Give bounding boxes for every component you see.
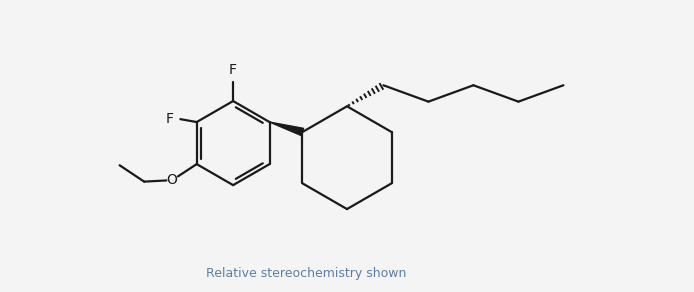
Polygon shape xyxy=(269,122,303,135)
Text: Relative stereochemistry shown: Relative stereochemistry shown xyxy=(206,267,406,280)
Text: F: F xyxy=(229,62,237,77)
Text: F: F xyxy=(165,112,174,126)
Text: O: O xyxy=(167,173,178,187)
